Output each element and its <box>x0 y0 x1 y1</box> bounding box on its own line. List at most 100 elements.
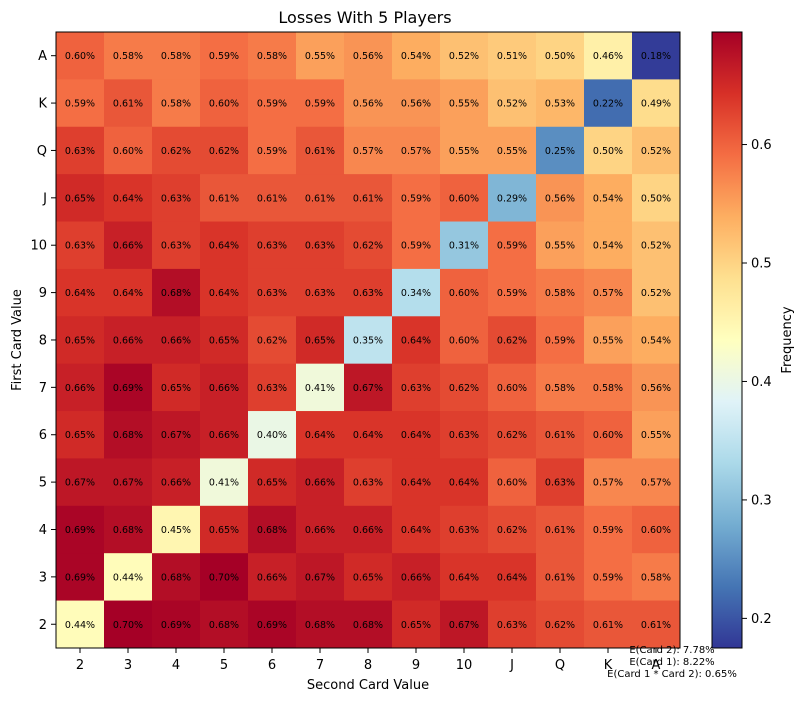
heatmap-cell <box>56 363 105 412</box>
cell-value-label: 0.62% <box>449 383 479 394</box>
cell-value-label: 0.52% <box>641 288 671 299</box>
cell-value-label: 0.59% <box>497 241 527 252</box>
cell-value-label: 0.66% <box>113 335 143 346</box>
heatmap-cell <box>104 505 153 554</box>
heatmap-cell <box>248 126 297 175</box>
heatmap-cell <box>344 79 393 128</box>
cell-value-label: 0.61% <box>305 146 335 157</box>
cell-value-label: 0.44% <box>65 620 95 631</box>
cell-value-label: 0.69% <box>65 572 95 583</box>
cell-value-label: 0.64% <box>305 430 335 441</box>
cell-value-label: 0.64% <box>353 430 383 441</box>
cell-value-label: 0.60% <box>449 193 479 204</box>
heatmap-cell <box>344 174 393 223</box>
heatmap-cell <box>152 363 201 412</box>
cell-value-label: 0.66% <box>161 335 191 346</box>
heatmap-cell <box>488 600 537 649</box>
cell-value-label: 0.66% <box>401 572 431 583</box>
y-tick-label: J <box>42 191 47 206</box>
cell-value-label: 0.67% <box>449 620 479 631</box>
cell-value-label: 0.29% <box>497 193 527 204</box>
cell-value-label: 0.59% <box>257 99 287 110</box>
cell-value-label: 0.58% <box>161 99 191 110</box>
heatmap-cell <box>536 126 585 175</box>
cell-value-label: 0.45% <box>161 525 191 536</box>
heatmap-cell <box>488 553 537 602</box>
heatmap-cell <box>344 363 393 412</box>
heatmap-cell <box>584 505 633 554</box>
heatmap-cell <box>392 411 441 459</box>
heatmap-cell <box>584 411 633 459</box>
heatmap-cell <box>488 411 537 459</box>
cell-value-label: 0.55% <box>305 51 335 62</box>
heatmap-cell <box>296 221 345 270</box>
cell-value-label: 0.61% <box>593 620 623 631</box>
cell-value-label: 0.22% <box>593 99 623 110</box>
stat-e-card1: E(Card 1): 8.22% <box>629 657 714 668</box>
stat-e-card2: E(Card 2): 7.78% <box>629 645 714 656</box>
heatmap-cell <box>56 411 105 459</box>
heatmap-cell <box>392 363 441 412</box>
cell-value-label: 0.61% <box>113 99 143 110</box>
cell-value-label: 0.56% <box>353 99 383 110</box>
cell-value-label: 0.67% <box>113 478 143 489</box>
heatmap-cell <box>440 411 489 459</box>
colorbar-ticks: 0.2 0.3 0.4 0.5 0.6 <box>742 138 772 627</box>
cell-value-label: 0.63% <box>161 193 191 204</box>
x-axis-label: Second Card Value <box>307 678 429 693</box>
cell-value-label: 0.50% <box>641 193 671 204</box>
heatmap-cell <box>536 221 585 270</box>
heatmap-cell <box>632 411 681 459</box>
y-tick-label: 3 <box>39 570 47 585</box>
heatmap-cell <box>344 505 393 554</box>
cell-value-label: 0.58% <box>545 288 575 299</box>
cell-value-label: 0.56% <box>401 99 431 110</box>
cell-value-label: 0.49% <box>641 99 671 110</box>
heatmap-cell <box>248 505 297 554</box>
cell-value-label: 0.68% <box>305 620 335 631</box>
cell-value-label: 0.63% <box>449 430 479 441</box>
x-tick-label: A <box>652 658 661 673</box>
y-tick-label: 10 <box>30 239 47 254</box>
heatmap-cell <box>296 505 345 554</box>
cell-value-label: 0.59% <box>65 99 95 110</box>
heatmap-cells: 0.60% 0.58% 0.58% 0.59% 0.58% 0.55% 0.56% 0.54%… <box>56 32 681 649</box>
heatmap-cell <box>488 174 537 223</box>
heatmap-cell <box>440 221 489 270</box>
cell-value-label: 0.64% <box>497 572 527 583</box>
heatmap-cell <box>104 553 153 602</box>
heatmap-cell <box>200 126 249 175</box>
heatmap-cell <box>440 126 489 175</box>
heatmap-cell <box>392 268 441 317</box>
heatmap-cell <box>440 79 489 128</box>
heatmap-cell <box>632 268 681 317</box>
heatmap-cell <box>344 600 393 649</box>
heatmap-cell <box>56 553 105 602</box>
cell-value-label: 0.63% <box>257 241 287 252</box>
heatmap-cell <box>296 79 345 128</box>
colorbar-tick-label: 0.5 <box>751 257 772 272</box>
heatmap-cell <box>248 79 297 128</box>
cell-value-label: 0.60% <box>113 146 143 157</box>
cell-value-label: 0.65% <box>65 430 95 441</box>
cell-value-label: 0.55% <box>593 335 623 346</box>
cell-value-label: 0.57% <box>353 146 383 157</box>
heatmap-cell <box>200 553 249 602</box>
heatmap-cell <box>440 32 489 80</box>
stats-annotation: E(Card 2): 7.78% E(Card 1): 8.22% E(Card… <box>607 645 737 680</box>
heatmap-cell <box>536 32 585 80</box>
heatmap-cell <box>104 316 153 365</box>
cell-value-label: 0.67% <box>353 383 383 394</box>
cell-value-label: 0.58% <box>545 383 575 394</box>
cell-value-label: 0.44% <box>113 572 143 583</box>
cell-value-label: 0.60% <box>497 478 527 489</box>
cell-value-label: 0.63% <box>305 288 335 299</box>
colorbar <box>711 31 743 649</box>
heatmap-cell <box>104 32 153 80</box>
cell-value-label: 0.61% <box>545 572 575 583</box>
heatmap-cell <box>152 411 201 459</box>
cell-value-label: 0.55% <box>449 146 479 157</box>
heatmap-cell <box>344 268 393 317</box>
heatmap-cell <box>584 126 633 175</box>
